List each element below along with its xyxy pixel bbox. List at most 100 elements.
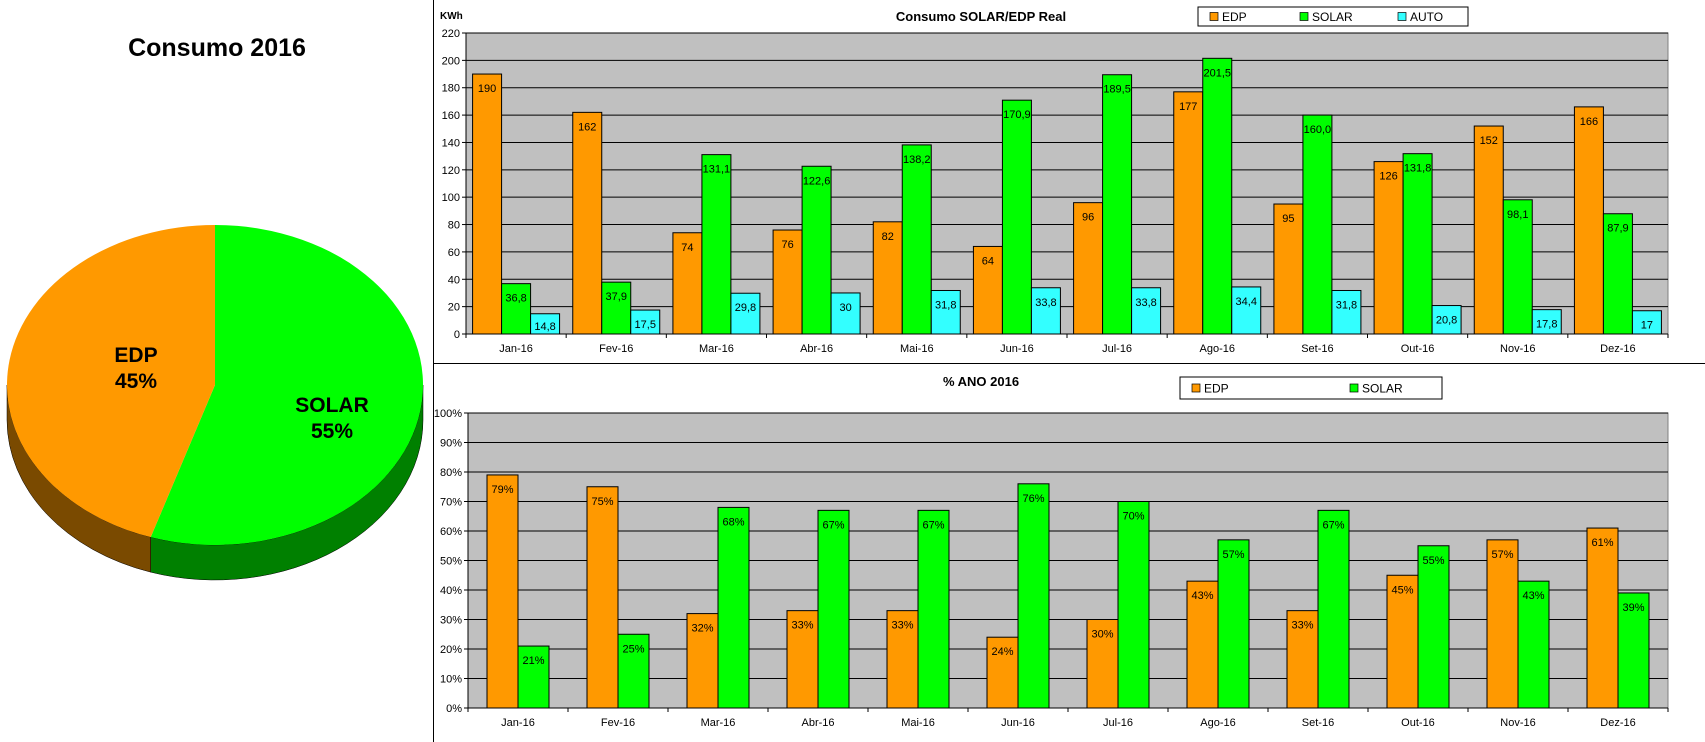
- data-label-edp: 33%: [1291, 620, 1313, 632]
- data-label-solar: 67%: [1322, 519, 1344, 531]
- data-label-solar: 138,2: [903, 154, 931, 166]
- data-label-solar: 67%: [822, 519, 844, 531]
- data-label-auto: 33,8: [1135, 297, 1156, 309]
- x-tick-label: Mai-16: [900, 343, 934, 355]
- legend-label-solar: SOLAR: [1312, 10, 1353, 24]
- data-label-edp: 162: [578, 121, 596, 133]
- data-label-solar: 36,8: [505, 293, 526, 305]
- pie-slice-edp: [6, 225, 215, 538]
- x-tick-label: Mai-16: [901, 717, 935, 729]
- data-label-edp: 190: [478, 83, 496, 95]
- legend-label-edp: EDP: [1204, 382, 1229, 396]
- data-label-solar: 87,9: [1607, 223, 1628, 235]
- pie-slice-solar: [150, 225, 423, 545]
- bar-edp: [772, 229, 803, 335]
- data-label-edp: 57%: [1491, 549, 1513, 561]
- bar-solar: [1001, 99, 1032, 335]
- data-label-solar: 122,6: [803, 175, 831, 187]
- y-tick-label: 0%: [446, 703, 462, 715]
- legend-swatch-solar: [1349, 383, 1359, 393]
- bar-auto: [830, 292, 861, 335]
- pie-percent-edp: 45%: [115, 370, 157, 393]
- data-label-edp: 82: [882, 231, 894, 243]
- y-tick-label: 40: [448, 274, 460, 286]
- x-tick-label: Fev-16: [601, 717, 635, 729]
- y-tick-label: 40%: [440, 585, 462, 597]
- bar-solar: [1502, 199, 1533, 335]
- data-label-auto: 29,8: [735, 302, 756, 314]
- bar-solar: [1517, 580, 1550, 709]
- data-label-edp: 75%: [591, 496, 613, 508]
- consumption-bar-chart-panel: Consumo SOLAR/EDP Real KWh EDP SOLAR AUTO 0 20…: [434, 0, 1705, 364]
- data-label-solar: 67%: [922, 519, 944, 531]
- data-label-solar: 170,9: [1003, 109, 1031, 121]
- bar-solar: [1602, 213, 1633, 335]
- data-label-auto: 33,8: [1035, 297, 1056, 309]
- data-label-auto: 20,8: [1436, 315, 1457, 327]
- y-tick-label: 60: [448, 247, 460, 259]
- data-label-auto: 30: [839, 302, 851, 314]
- y-tick-label: 160: [442, 110, 460, 122]
- data-label-edp: 126: [1379, 171, 1397, 183]
- bar-solar: [1017, 483, 1050, 709]
- x-tick-label: Set-16: [1302, 717, 1334, 729]
- x-tick-label: Out-16: [1401, 343, 1435, 355]
- data-label-solar: 76%: [1022, 493, 1044, 505]
- data-label-edp: 43%: [1191, 590, 1213, 602]
- bar-edp: [972, 245, 1003, 335]
- data-label-edp: 79%: [491, 484, 513, 496]
- bar-edp: [1273, 203, 1304, 335]
- y-tick-label: 30%: [440, 615, 462, 627]
- pie-chart: Consumo 2016 EDP 45% SOLAR 55%: [6, 34, 424, 581]
- data-label-edp: 61%: [1591, 537, 1613, 549]
- y-tick-label: 180: [442, 83, 460, 95]
- bar-edp: [1373, 161, 1404, 335]
- data-label-edp: 74: [681, 242, 693, 254]
- data-label-edp: 45%: [1391, 584, 1413, 596]
- y-tick-label: 60%: [440, 526, 462, 538]
- bar-solar: [817, 509, 850, 709]
- x-tick-label: Nov-16: [1500, 343, 1535, 355]
- percentage-bar-chart: % ANO 2016 EDP SOLAR 0% 10% 20% 30% 40% 50% 60% 70…: [434, 374, 1669, 729]
- data-label-edp: 24%: [991, 646, 1013, 658]
- plot-area: [465, 32, 1669, 335]
- data-label-auto: 17,5: [635, 319, 656, 331]
- legend: EDP SOLAR: [1179, 376, 1443, 400]
- y-tick-label: 80%: [440, 467, 462, 479]
- data-label-edp: 30%: [1091, 629, 1113, 641]
- bar-edp: [1073, 202, 1104, 335]
- bar-auto: [1431, 305, 1462, 335]
- bar-solar: [1402, 153, 1433, 335]
- legend: EDP SOLAR AUTO: [1197, 6, 1469, 27]
- data-label-edp: 33%: [791, 620, 813, 632]
- bar-solar: [901, 144, 932, 335]
- legend-swatch-edp: [1209, 12, 1219, 21]
- data-label-solar: 160,0: [1304, 124, 1332, 136]
- x-tick-label: Dez-16: [1600, 343, 1635, 355]
- y-tick-label: 140: [442, 137, 460, 149]
- bar-solar: [717, 506, 750, 709]
- legend-label-auto: AUTO: [1410, 10, 1443, 24]
- data-label-solar: 201,5: [1203, 67, 1231, 79]
- legend-box: [1179, 376, 1443, 400]
- bar-edp: [586, 486, 619, 709]
- bar-edp: [1186, 580, 1219, 709]
- y-tick-label: 20%: [440, 644, 462, 656]
- data-label-auto: 14,8: [534, 321, 555, 333]
- legend-swatch-auto: [1397, 12, 1407, 21]
- bar-auto: [1231, 286, 1262, 335]
- data-label-edp: 95: [1282, 213, 1294, 225]
- bar-solar: [617, 633, 650, 709]
- data-label-solar: 131,1: [703, 164, 731, 176]
- legend-box: [1197, 6, 1469, 27]
- bar-edp: [886, 610, 919, 709]
- data-label-solar: 68%: [722, 516, 744, 528]
- data-label-auto: 34,4: [1236, 296, 1257, 308]
- x-tick-label: Abr-16: [800, 343, 833, 355]
- y-tick-label: 10%: [440, 674, 462, 686]
- x-tick-label: Jan-16: [501, 717, 535, 729]
- bar-auto: [630, 309, 661, 335]
- legend-swatch-edp: [1191, 383, 1201, 393]
- data-label-edp: 152: [1480, 135, 1498, 147]
- x-tick-label: Ago-16: [1200, 343, 1235, 355]
